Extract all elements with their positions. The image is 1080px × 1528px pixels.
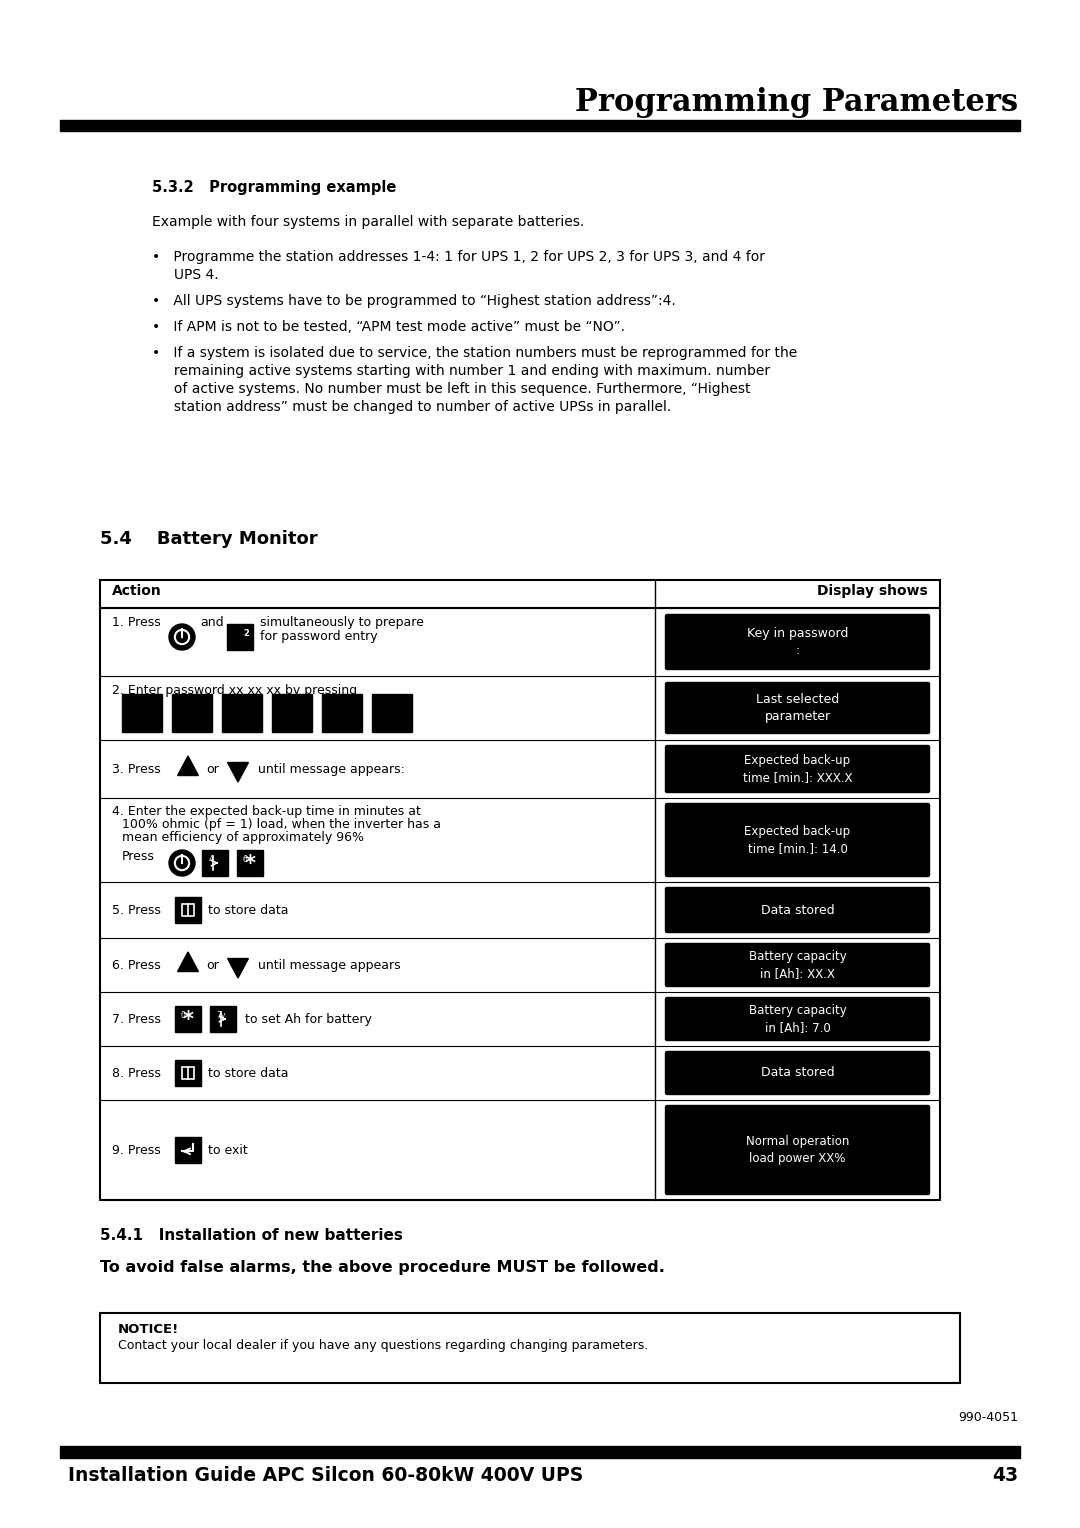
Bar — [227, 623, 253, 649]
Text: simultaneously to prepare: simultaneously to prepare — [260, 616, 423, 630]
Text: for password entry: for password entry — [260, 630, 378, 643]
Text: 5. Press: 5. Press — [112, 905, 161, 917]
Text: Battery capacity
in [Ah]: XX.X: Battery capacity in [Ah]: XX.X — [748, 950, 847, 979]
Text: To avoid false alarms, the above procedure MUST be followed.: To avoid false alarms, the above procedu… — [100, 1261, 665, 1274]
Text: NOTICE!: NOTICE! — [118, 1323, 179, 1335]
Polygon shape — [177, 952, 199, 972]
Text: Last selected
parameter: Last selected parameter — [756, 694, 839, 723]
Circle shape — [168, 623, 195, 649]
Text: Action: Action — [112, 584, 162, 597]
Bar — [237, 850, 264, 876]
FancyBboxPatch shape — [665, 1105, 930, 1195]
Text: 9. Press: 9. Press — [112, 1144, 161, 1157]
Text: station address” must be changed to number of active UPSs in parallel.: station address” must be changed to numb… — [152, 400, 672, 414]
Bar — [100, 581, 940, 1199]
FancyBboxPatch shape — [665, 1051, 930, 1094]
Bar — [175, 1060, 201, 1086]
Text: 990-4051: 990-4051 — [958, 1410, 1018, 1424]
Text: Programming Parameters: Programming Parameters — [575, 87, 1018, 118]
Bar — [100, 1313, 960, 1383]
Text: 6: 6 — [242, 854, 247, 863]
Text: Data stored: Data stored — [760, 1067, 835, 1079]
Text: Expected back-up
time [min.]: XXX.X: Expected back-up time [min.]: XXX.X — [743, 753, 852, 784]
Text: 1. Press: 1. Press — [112, 616, 161, 630]
Bar — [272, 694, 312, 732]
Bar — [60, 1445, 1020, 1458]
Text: Display shows: Display shows — [818, 584, 928, 597]
Bar — [183, 1067, 193, 1079]
Polygon shape — [177, 756, 199, 776]
Bar — [122, 694, 162, 732]
Bar — [322, 694, 362, 732]
Bar — [222, 694, 262, 732]
Polygon shape — [228, 762, 248, 782]
Text: 2: 2 — [243, 628, 249, 637]
Bar — [210, 1005, 237, 1031]
Text: UPS 4.: UPS 4. — [152, 267, 218, 283]
Text: Battery capacity
in [Ah]: 7.0: Battery capacity in [Ah]: 7.0 — [748, 1004, 847, 1034]
FancyBboxPatch shape — [665, 888, 930, 932]
FancyBboxPatch shape — [665, 614, 930, 669]
Text: 43: 43 — [991, 1465, 1018, 1485]
Text: *: * — [244, 854, 256, 874]
Bar — [175, 1005, 201, 1031]
FancyBboxPatch shape — [665, 683, 930, 733]
Text: Installation Guide APC Silcon 60-80kW 400V UPS: Installation Guide APC Silcon 60-80kW 40… — [68, 1465, 583, 1485]
Text: *: * — [183, 1010, 193, 1030]
Text: Contact your local dealer if you have any questions regarding changing parameter: Contact your local dealer if you have an… — [118, 1339, 648, 1352]
Text: remaining active systems starting with number 1 and ending with maximum. number: remaining active systems starting with n… — [152, 364, 770, 377]
Bar — [172, 694, 212, 732]
Text: Expected back-up
time [min.]: 14.0: Expected back-up time [min.]: 14.0 — [744, 825, 851, 856]
Bar — [60, 121, 1020, 131]
Text: mean efficiency of approximately 96%: mean efficiency of approximately 96% — [122, 831, 364, 843]
Text: Key in password
:: Key in password : — [746, 626, 848, 657]
Text: 2. Enter password xx xx xx by pressing: 2. Enter password xx xx xx by pressing — [112, 685, 357, 697]
Text: of active systems. No number must be left in this sequence. Furthermore, “Highes: of active systems. No number must be lef… — [152, 382, 751, 396]
Text: 5.4.1   Installation of new batteries: 5.4.1 Installation of new batteries — [100, 1229, 403, 1242]
Polygon shape — [228, 958, 248, 978]
Text: •   Programme the station addresses 1-4: 1 for UPS 1, 2 for UPS 2, 3 for UPS 3, : • Programme the station addresses 1-4: 1… — [152, 251, 765, 264]
Text: •   If a system is isolated due to service, the station numbers must be reprogra: • If a system is isolated due to service… — [152, 345, 797, 361]
Text: Data stored: Data stored — [760, 903, 835, 917]
Text: 4. Enter the expected back-up time in minutes at: 4. Enter the expected back-up time in mi… — [112, 805, 421, 817]
Text: until message appears:: until message appears: — [258, 762, 405, 776]
Text: 3. Press: 3. Press — [112, 762, 161, 776]
FancyBboxPatch shape — [665, 746, 930, 793]
Text: 5.4    Battery Monitor: 5.4 Battery Monitor — [100, 530, 318, 549]
Text: until message appears: until message appears — [258, 960, 401, 972]
Text: to exit: to exit — [208, 1144, 247, 1157]
FancyBboxPatch shape — [665, 943, 930, 987]
Text: Example with four systems in parallel with separate batteries.: Example with four systems in parallel wi… — [152, 215, 584, 229]
Text: 7v: 7v — [216, 1010, 226, 1019]
Bar — [202, 850, 228, 876]
Text: to set Ah for battery: to set Ah for battery — [245, 1013, 372, 1025]
Text: 0: 0 — [180, 1010, 185, 1019]
Circle shape — [168, 850, 195, 876]
FancyBboxPatch shape — [665, 998, 930, 1041]
Text: Press: Press — [122, 850, 154, 863]
Text: 6. Press: 6. Press — [112, 960, 161, 972]
FancyBboxPatch shape — [665, 804, 930, 877]
Text: or: or — [206, 762, 219, 776]
Bar — [183, 905, 193, 915]
Text: •   All UPS systems have to be programmed to “Highest station address”:4.: • All UPS systems have to be programmed … — [152, 293, 676, 309]
Text: 5.3.2   Programming example: 5.3.2 Programming example — [152, 180, 396, 196]
Text: and: and — [200, 616, 224, 630]
Bar — [372, 694, 411, 732]
Bar — [175, 1137, 201, 1163]
Text: to store data: to store data — [208, 905, 288, 917]
Text: 8. Press: 8. Press — [112, 1067, 161, 1080]
Text: to store data: to store data — [208, 1067, 288, 1080]
Text: •   If APM is not to be tested, “APM test mode active” must be “NO”.: • If APM is not to be tested, “APM test … — [152, 319, 625, 335]
Text: 100% ohmic (pf = 1) load, when the inverter has a: 100% ohmic (pf = 1) load, when the inver… — [122, 817, 441, 831]
Text: 4: 4 — [208, 854, 214, 863]
Text: Normal operation
load power XX%: Normal operation load power XX% — [746, 1135, 849, 1164]
Text: or: or — [206, 960, 219, 972]
Bar — [175, 897, 201, 923]
Text: 7. Press: 7. Press — [112, 1013, 161, 1025]
